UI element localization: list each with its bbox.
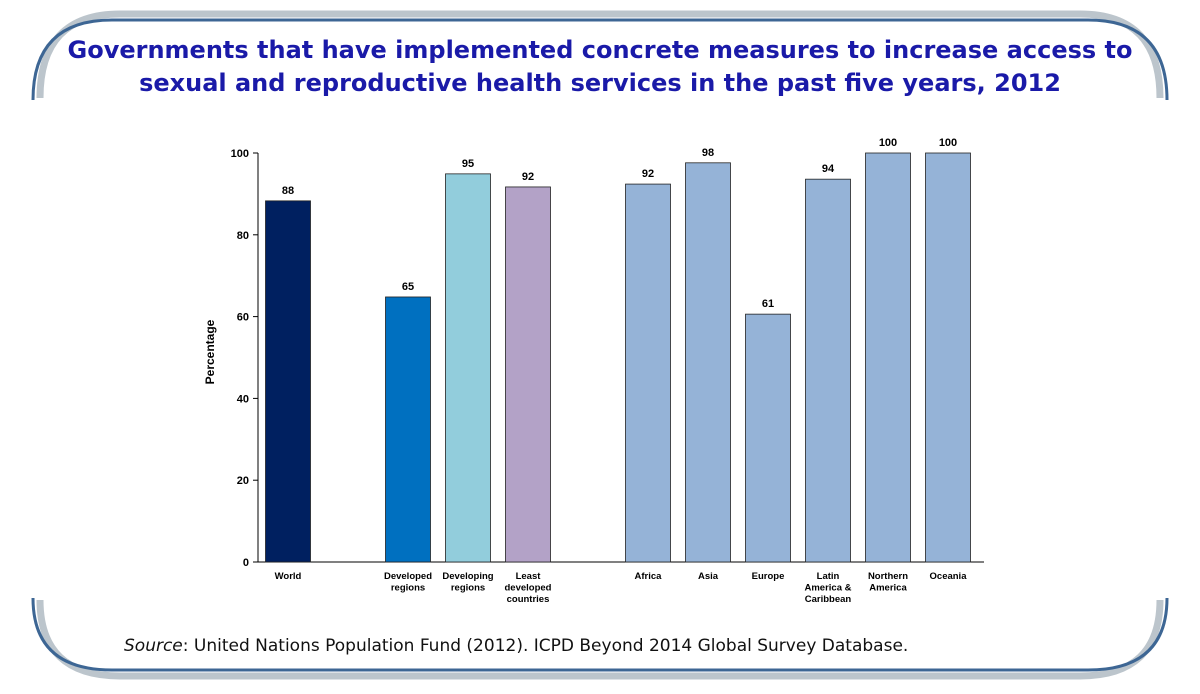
bar xyxy=(265,200,311,563)
data-label: 98 xyxy=(702,147,714,159)
frame-bottom-arc xyxy=(36,599,1164,680)
source-label: Source xyxy=(124,636,183,656)
data-label: 65 xyxy=(402,281,414,293)
data-label: 61 xyxy=(762,298,774,310)
chart-bars xyxy=(265,152,971,563)
frame-top-arc xyxy=(36,10,1164,99)
bar xyxy=(745,313,791,563)
y-axis-label: Percentage xyxy=(203,319,217,384)
y-tick-label: 0 xyxy=(243,557,249,569)
y-tick-label: 20 xyxy=(237,475,249,487)
bar xyxy=(625,183,671,563)
bar xyxy=(685,162,731,563)
category-label: Latin America & Caribbean xyxy=(805,571,852,605)
bar xyxy=(925,152,971,563)
chart-axes: 0 20 40 60 80 100 xyxy=(231,148,984,569)
data-label: 95 xyxy=(462,158,474,170)
chart-title: Governments that have implemented concre… xyxy=(67,36,1133,97)
bar xyxy=(805,178,851,563)
data-label: 88 xyxy=(282,185,294,197)
data-label: 92 xyxy=(642,168,654,180)
data-label: 94 xyxy=(822,163,835,175)
category-label: Developed regions xyxy=(384,571,432,594)
y-tick-label: 80 xyxy=(237,230,249,242)
bar xyxy=(445,173,491,563)
category-label: World xyxy=(275,571,302,582)
bar xyxy=(505,186,551,563)
chart-labels: 88 World 65 Developed regions 95 Developing reg… xyxy=(275,137,968,605)
source-text: : United Nations Population Fund (2012).… xyxy=(182,636,909,656)
category-label: Africa xyxy=(635,571,663,582)
category-label: Europe xyxy=(752,571,785,582)
category-label: Northern America xyxy=(868,571,908,594)
bar xyxy=(865,152,911,563)
source-note: Source: United Nations Population Fund (… xyxy=(124,636,908,656)
bar xyxy=(385,296,431,563)
data-label: 92 xyxy=(522,171,534,183)
data-label: 100 xyxy=(879,137,897,149)
y-tick-label: 100 xyxy=(231,148,249,160)
category-label: Asia xyxy=(698,571,719,582)
category-label: Developing regions xyxy=(442,571,493,594)
category-label: Least developed countries xyxy=(505,571,552,605)
frame-bottom-arc-inner xyxy=(31,597,1169,672)
frame-top-arc-inner xyxy=(31,18,1169,101)
y-tick-label: 40 xyxy=(237,393,249,405)
y-tick-label: 60 xyxy=(237,312,249,324)
data-label: 100 xyxy=(939,137,957,149)
category-label: Oceania xyxy=(930,571,968,582)
